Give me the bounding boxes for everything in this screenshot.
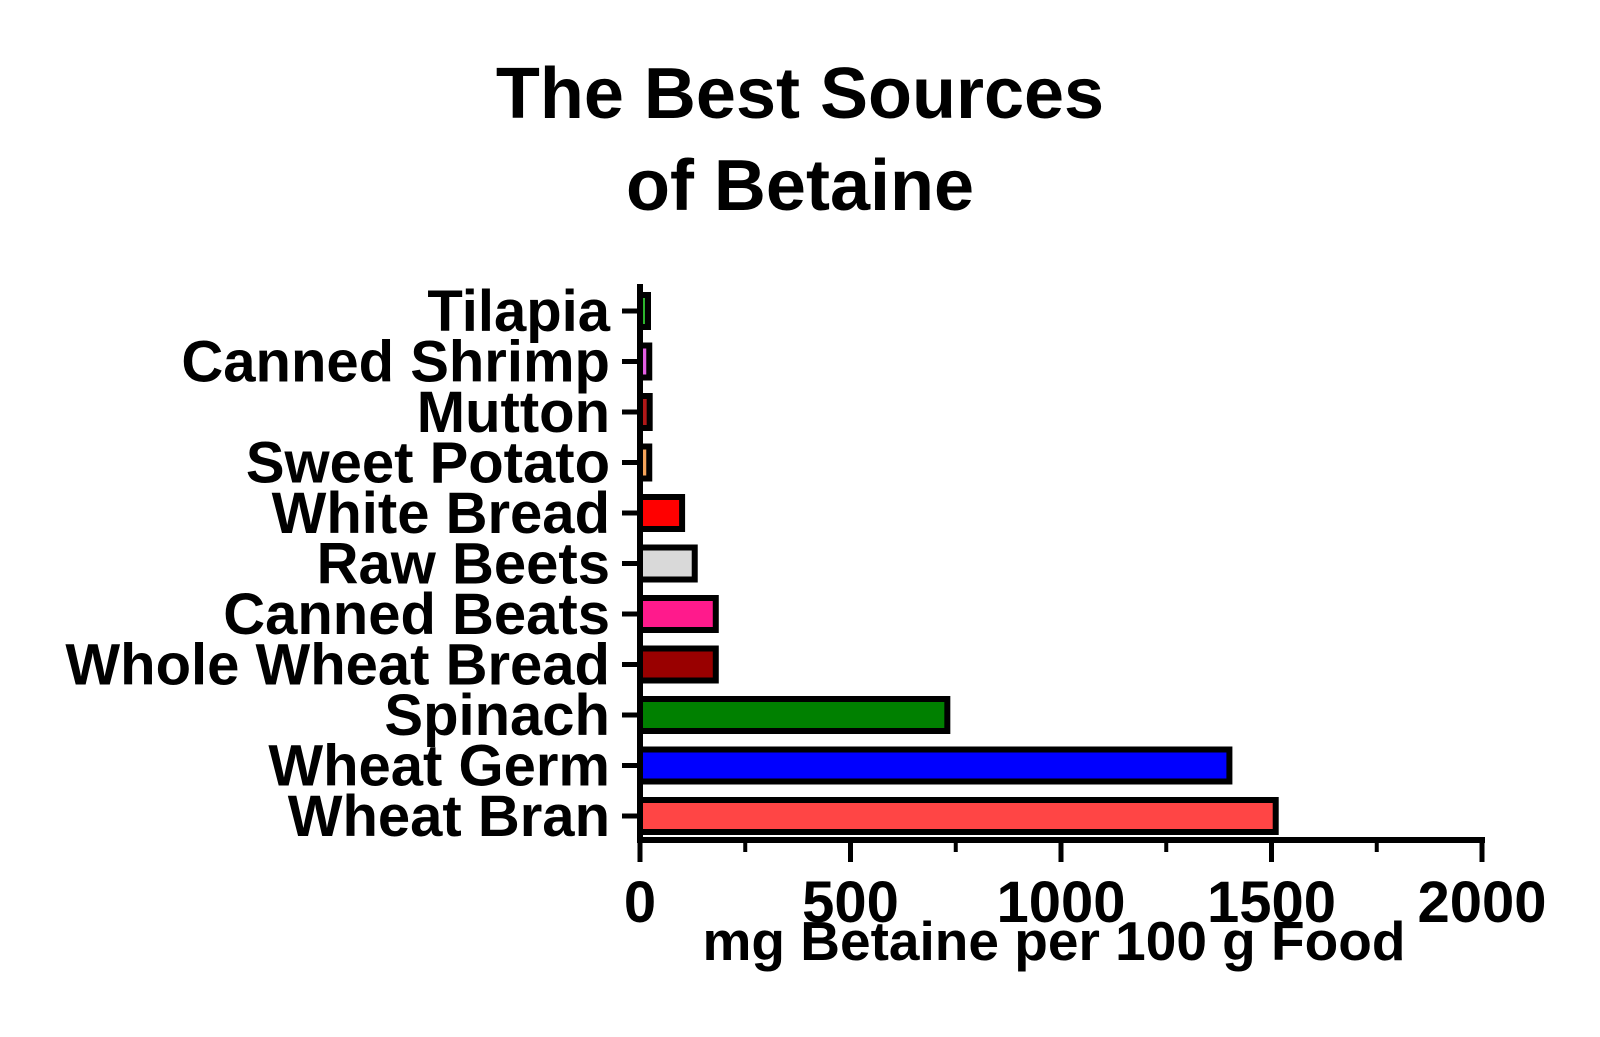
category-label-white-bread: White Bread	[272, 481, 610, 546]
bar-white-bread	[637, 494, 686, 532]
category-label-tilapia: Tilapia	[427, 279, 610, 344]
chart-title-line-2: of Betaine	[625, 146, 975, 226]
category-label-canned-shrimp: Canned Shrimp	[181, 330, 610, 395]
x-tick-label-0: 0	[624, 870, 656, 935]
x-axis-label: mg Betaine per 100 g Food	[703, 910, 1406, 972]
bars-group	[637, 292, 1279, 835]
chart-title: The Best Sources of Betaine	[0, 48, 1600, 232]
category-label-wheat-germ: Wheat Germ	[268, 734, 610, 799]
category-label-wheat-bran: Wheat Bran	[288, 784, 610, 849]
bar-wheat-germ	[637, 746, 1233, 785]
bar-whole-wheat-bread	[637, 645, 719, 684]
category-label-mutton: Mutton	[417, 380, 610, 445]
bar-wheat-bran	[637, 797, 1279, 835]
bar-raw-beets	[637, 544, 698, 583]
category-label-spinach: Spinach	[384, 683, 610, 748]
x-tick-label-1000: 1000	[996, 870, 1125, 935]
bar-canned-beats	[637, 595, 719, 633]
category-label-canned-beats: Canned Beats	[223, 582, 610, 647]
category-label-sweet-potato: Sweet Potato	[246, 431, 610, 496]
chart-title-line-1: The Best Sources	[495, 54, 1105, 134]
bar-spinach	[637, 696, 951, 734]
x-tick-label-1500: 1500	[1207, 870, 1336, 935]
x-tick-label-500: 500	[802, 870, 899, 935]
category-label-raw-beets: Raw Beets	[317, 532, 610, 597]
x-tick-label-2000: 2000	[1417, 870, 1546, 935]
category-label-whole-wheat-bread: Whole Wheat Bread	[65, 633, 610, 698]
axes-group: 0 500 1000 1500 2000	[622, 284, 1547, 935]
